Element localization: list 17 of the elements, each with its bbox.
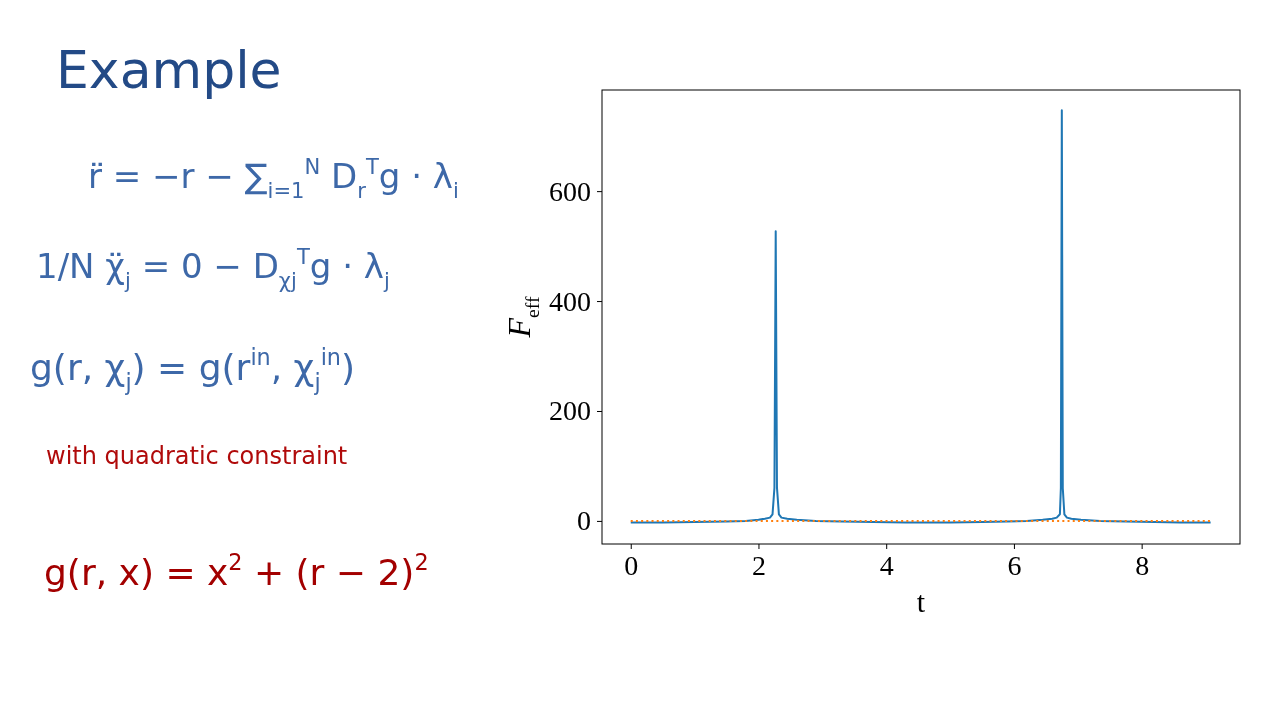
y-tick-label: 0 bbox=[577, 505, 591, 537]
y-tick-label: 200 bbox=[549, 395, 591, 427]
text: g(r, x) = x$^{2}$ + (r − 2)$^{2}$ bbox=[44, 548, 429, 593]
x-tick-label: 8 bbox=[1135, 549, 1150, 581]
text: Example bbox=[56, 40, 282, 100]
x-tick-label: 2 bbox=[751, 549, 766, 581]
text: r̈ = −r − ∑$_{i=1}$$^{N}$ D$_{r}$$^{T}$g · λ$_{i}$ bbox=[88, 153, 459, 203]
y-tick-label: 600 bbox=[549, 175, 591, 207]
text: g(r, χ$_{j}$) = g(r$^{in}$, χ$_{j}$$^{in}$) bbox=[30, 343, 356, 396]
x-tick-label: 6 bbox=[1007, 549, 1022, 581]
x-tick-label: 0 bbox=[624, 549, 639, 581]
x-axis-title: t bbox=[916, 585, 926, 618]
text: 1/N χ̈$_{j}$ = 0 − D$_{χj}$$^{T}$g · λ$_{j}$ bbox=[36, 243, 390, 293]
y-tick-label: 400 bbox=[549, 285, 591, 317]
x-tick-label: 4 bbox=[879, 549, 894, 581]
line-series bbox=[629, 109, 1212, 524]
text: with quadratic constraint bbox=[46, 442, 348, 470]
